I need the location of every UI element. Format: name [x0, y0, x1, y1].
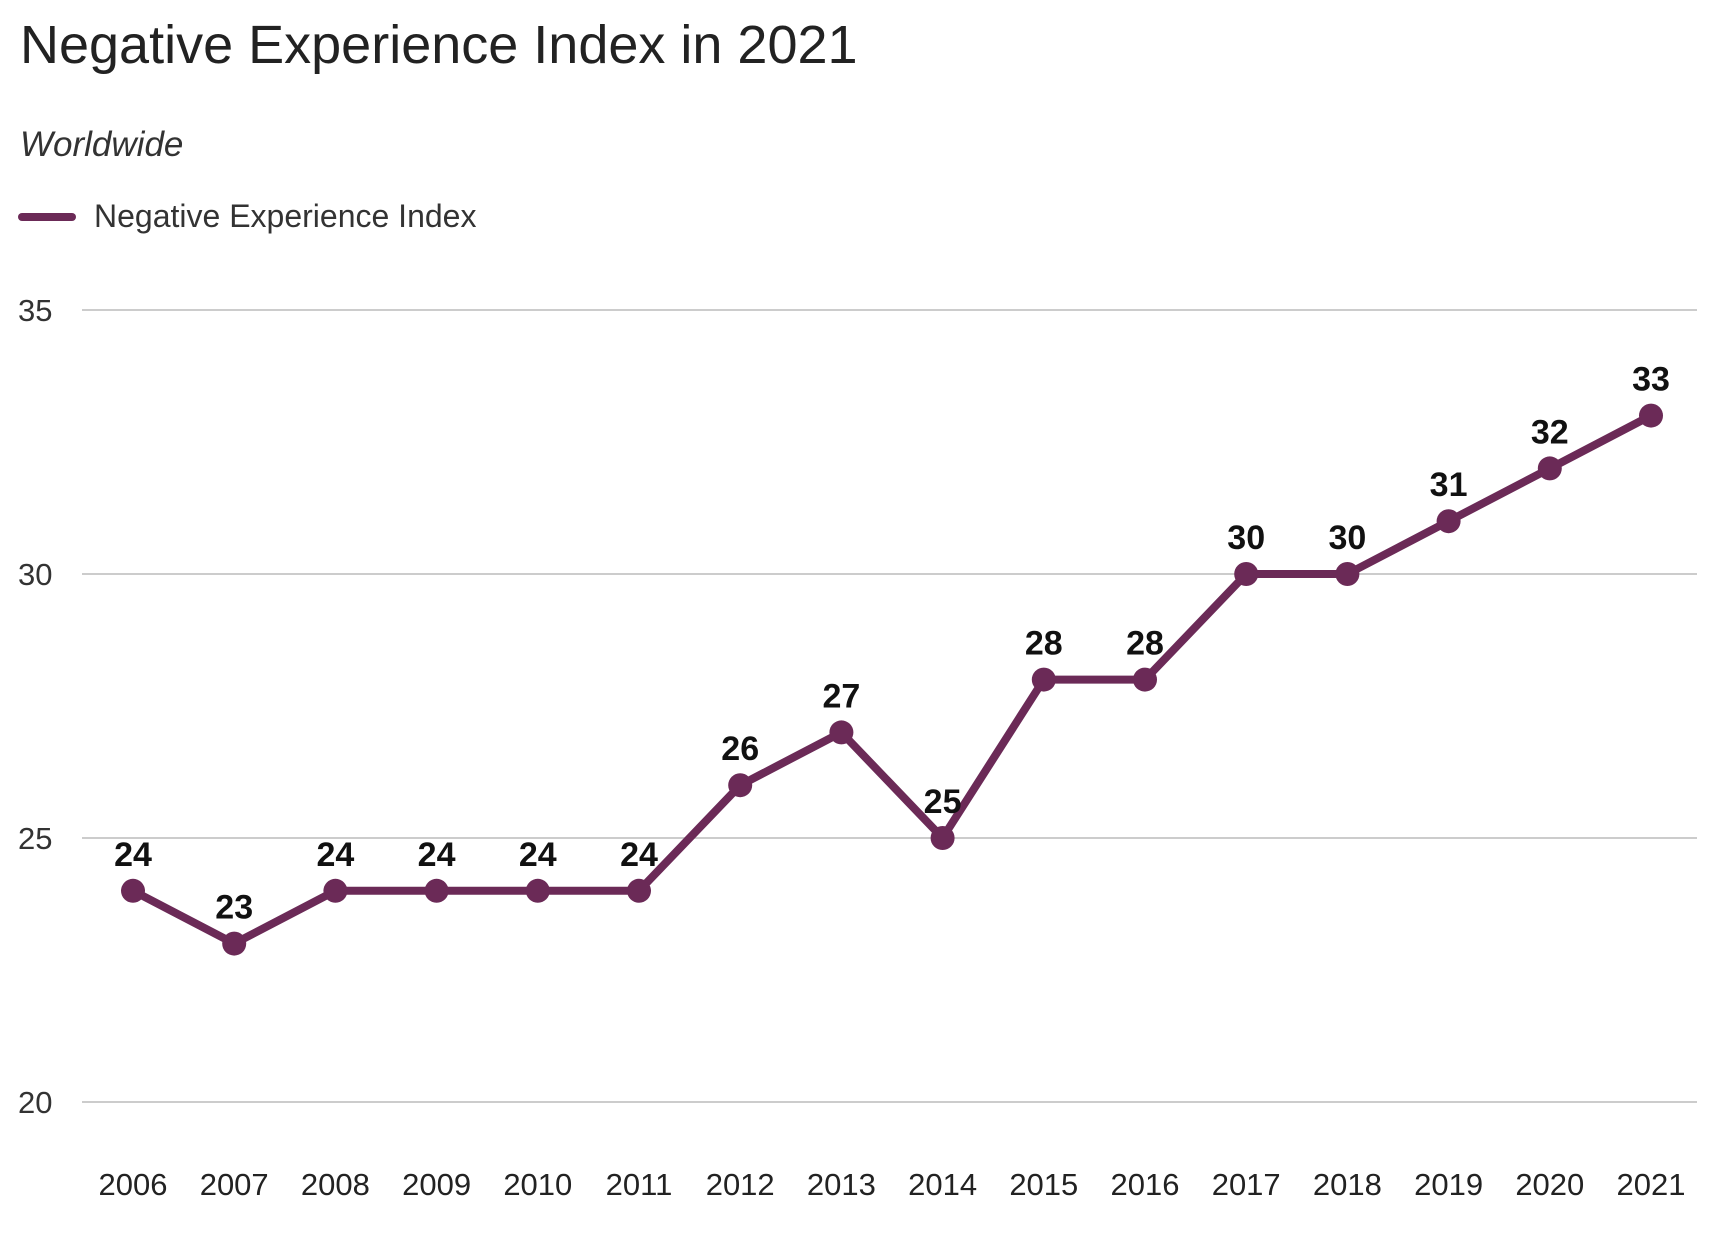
- chart-subtitle: Worldwide: [20, 125, 184, 164]
- y-tick-label: 30: [18, 557, 52, 592]
- data-point: [1234, 562, 1259, 586]
- data-label: 28: [1126, 625, 1164, 663]
- x-tick-label: 2012: [706, 1167, 775, 1202]
- data-label: 31: [1430, 466, 1468, 504]
- legend-label: Negative Experience Index: [94, 198, 477, 234]
- x-tick-label: 2017: [1212, 1167, 1281, 1202]
- data-label: 33: [1632, 361, 1670, 399]
- x-tick-label: 2015: [1009, 1167, 1078, 1202]
- data-label: 24: [519, 836, 557, 874]
- y-tick-label: 35: [18, 293, 52, 328]
- legend-swatch: [18, 212, 76, 221]
- y-tick-label: 25: [18, 821, 52, 856]
- legend: Negative Experience Index: [18, 198, 476, 235]
- x-tick-label: 2020: [1515, 1167, 1584, 1202]
- x-tick-label: 2014: [908, 1167, 977, 1202]
- data-point: [627, 878, 651, 903]
- data-point: [222, 931, 247, 956]
- data-label: 24: [114, 836, 152, 874]
- x-tick-label: 2019: [1414, 1167, 1483, 1202]
- data-label: 24: [316, 836, 354, 874]
- data-point: [1335, 562, 1360, 586]
- chart-title: Negative Experience Index in 2021: [20, 15, 858, 75]
- x-tick-label: 2013: [807, 1167, 876, 1202]
- data-label: 30: [1328, 519, 1366, 557]
- x-tick-label: 2006: [99, 1167, 168, 1202]
- x-tick-label: 2018: [1313, 1167, 1382, 1202]
- x-tick-label: 2016: [1111, 1167, 1180, 1202]
- data-point: [728, 773, 753, 798]
- data-point: [1639, 403, 1663, 428]
- y-tick-label: 20: [18, 1085, 52, 1120]
- x-tick-label: 2010: [503, 1167, 572, 1202]
- data-label: 23: [215, 889, 253, 927]
- x-tick-label: 2011: [606, 1167, 673, 1202]
- data-label: 25: [924, 783, 962, 821]
- data-point: [1133, 667, 1157, 692]
- data-label: 32: [1531, 413, 1569, 451]
- data-point: [525, 878, 550, 903]
- x-tick-label: 2021: [1617, 1167, 1686, 1202]
- data-label: 26: [721, 730, 759, 768]
- data-label: 28: [1025, 625, 1063, 663]
- series-line: [131, 412, 1653, 948]
- data-point: [1436, 509, 1461, 534]
- data-point: [829, 720, 854, 745]
- data-point: [1031, 667, 1056, 692]
- data-point: [1537, 456, 1562, 481]
- data-point: [121, 878, 145, 903]
- x-tick-label: 2007: [200, 1167, 269, 1202]
- data-label: 24: [418, 836, 456, 874]
- data-label: 30: [1227, 519, 1265, 557]
- data-point: [323, 878, 348, 903]
- data-label: 27: [822, 677, 860, 715]
- data-point: [424, 878, 449, 903]
- data-label: 24: [620, 836, 658, 874]
- x-tick-label: 2009: [402, 1167, 471, 1202]
- x-tick-label: 2008: [301, 1167, 370, 1202]
- data-point: [930, 826, 955, 850]
